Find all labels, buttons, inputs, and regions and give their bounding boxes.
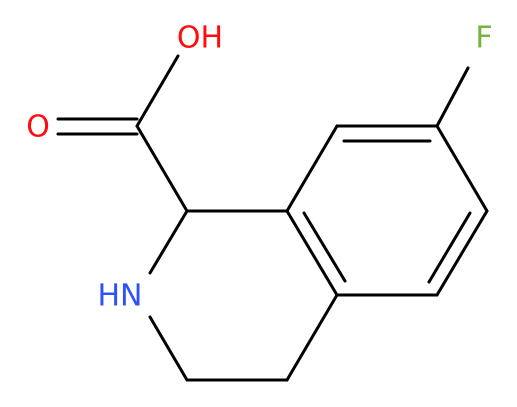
atom-label: F: [475, 21, 492, 56]
bond: [135, 124, 189, 213]
atom-label: OH: [177, 21, 223, 56]
bonds: [56, 54, 489, 382]
bond: [135, 54, 180, 128]
bond: [427, 211, 472, 284]
bond: [285, 293, 339, 382]
bond: [148, 315, 189, 382]
bond: [435, 209, 489, 297]
bond: [285, 209, 339, 297]
bond: [435, 124, 489, 213]
bond: [435, 66, 470, 128]
bond: [302, 211, 347, 283]
atom-label: HN: [98, 279, 143, 314]
bond: [285, 124, 339, 213]
bond: [148, 209, 189, 275]
atom-label: O: [26, 110, 50, 145]
